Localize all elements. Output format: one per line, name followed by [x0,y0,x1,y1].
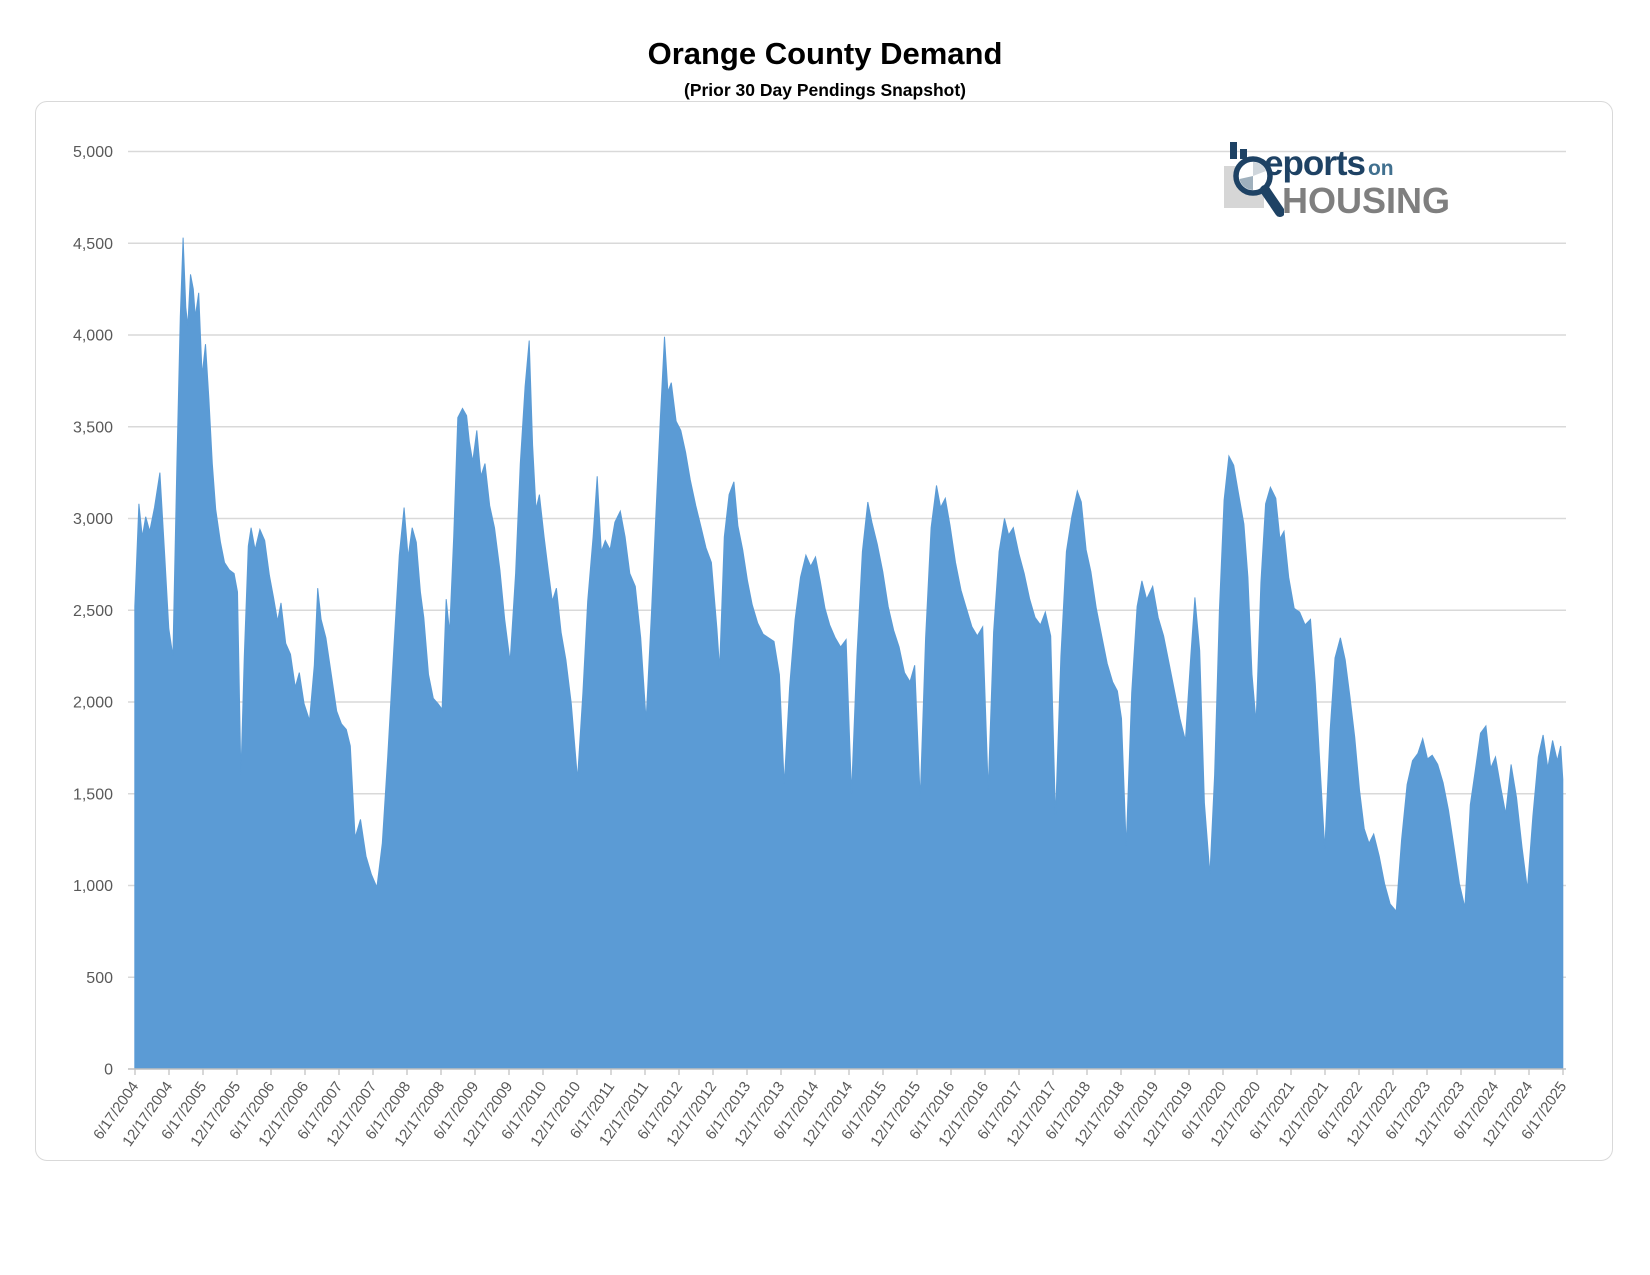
y-axis-tick-label: 1,000 [73,878,113,895]
area-series [134,237,1564,1070]
chart-title: Orange County Demand [647,36,1003,71]
reports-on-housing-logo: eports on HOUSING [1222,138,1472,233]
y-axis-tick-label: 5,000 [73,144,113,161]
y-axis-tick-label: 1,500 [73,786,113,803]
logo-text-reports: eports [1264,144,1366,183]
magnifier-pie-icon [1224,142,1284,217]
y-axis-tick-label: 2,000 [73,695,113,712]
y-axis-tick-label: 3,000 [73,511,113,528]
logo-text-housing: HOUSING [1282,180,1451,221]
y-axis-tick-label: 0 [104,1062,113,1079]
y-axis-tick-label: 3,500 [73,419,113,436]
y-axis-tick-label: 500 [86,970,113,987]
logo-line1: eports on [1264,144,1394,184]
logo-text-on: on [1367,157,1394,180]
y-axis-tick-label: 4,000 [73,328,113,345]
y-axis-tick-label: 2,500 [73,603,113,620]
y-axis-tick-label: 4,500 [73,236,113,253]
chart-subtitle: (Prior 30 Day Pendings Snapshot) [684,80,966,100]
